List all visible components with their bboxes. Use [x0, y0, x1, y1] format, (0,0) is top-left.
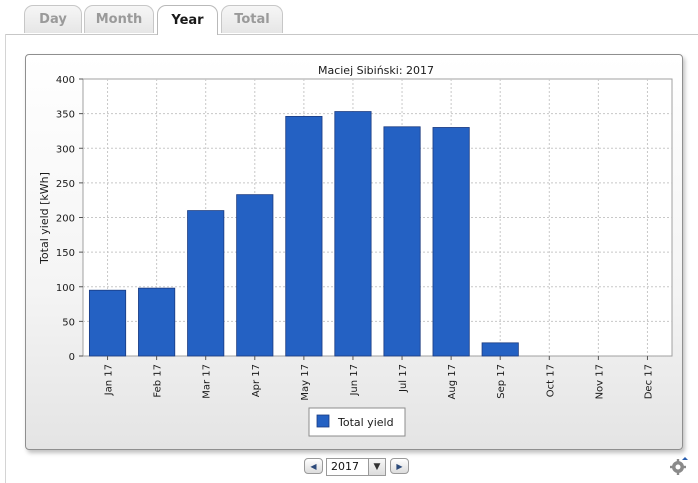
tab-day[interactable]: Day	[24, 5, 82, 33]
legend-swatch	[316, 414, 330, 428]
arrow-left-icon: ◀	[310, 461, 317, 471]
content-border	[5, 34, 6, 483]
y-tick-label: 250	[56, 179, 75, 190]
bar	[187, 210, 225, 357]
x-tick-label: Sep 17	[496, 364, 507, 399]
y-tick-label: 0	[69, 352, 75, 363]
tab-total[interactable]: Total	[221, 5, 283, 33]
yield-chart: Maciej Sibiński: 2017 Total yield [kWh] …	[38, 64, 673, 437]
x-tick-label: Nov 17	[594, 364, 605, 399]
x-tick-label: Feb 17	[153, 364, 164, 398]
bar	[138, 287, 176, 357]
y-tick-label: 300	[56, 144, 75, 155]
x-tick-label: Mar 17	[202, 364, 213, 399]
plot-area: 0 50 100 150 200 250 300 350 400 Jan 17 Feb 17 Mar …	[56, 75, 673, 401]
y-axis-label: Total yield [kWh]	[38, 172, 51, 265]
bar	[481, 342, 519, 357]
year-select-value: 2017	[331, 460, 359, 473]
y-tick-label: 50	[62, 317, 75, 328]
bar	[88, 289, 127, 357]
tab-year[interactable]: Year	[157, 5, 218, 35]
tab-month-label: Month	[95, 12, 143, 27]
chevron-down-icon[interactable]: ▼	[368, 459, 385, 475]
y-tick-label: 200	[56, 214, 75, 225]
arrow-right-icon: ▶	[396, 461, 403, 471]
chart-panel: Maciej Sibiński: 2017 Total yield [kWh] …	[25, 54, 683, 450]
x-tick-label: Apr 17	[251, 364, 262, 397]
plot-background	[82, 78, 673, 357]
x-tick-label: Jun 17	[349, 364, 360, 397]
bar	[285, 115, 323, 357]
x-tick-label: May 17	[300, 364, 311, 401]
gear-icon[interactable]	[668, 456, 688, 476]
next-year-button[interactable]: ▶	[390, 458, 409, 474]
previous-year-button[interactable]: ◀	[304, 458, 323, 474]
tab-year-label: Year	[171, 13, 204, 28]
legend: Total yield	[308, 407, 406, 437]
x-tick-label: Jul 17	[398, 364, 409, 393]
y-tick-label: 150	[56, 248, 75, 259]
y-tick-label: 100	[56, 283, 75, 294]
tab-total-label: Total	[234, 12, 270, 27]
tab-divider	[5, 34, 698, 35]
y-tick-label: 350	[56, 110, 75, 121]
x-tick-label: Dec 17	[643, 364, 654, 399]
x-tick-label: Jan 17	[104, 364, 115, 396]
bar	[236, 194, 274, 357]
bar	[383, 126, 421, 357]
y-tick-label: 400	[56, 75, 75, 86]
legend-label: Total yield	[337, 416, 394, 429]
x-tick-label: Oct 17	[545, 364, 556, 397]
tab-month[interactable]: Month	[84, 5, 154, 33]
year-select[interactable]: 2017 ▼	[326, 458, 386, 476]
bar	[432, 127, 470, 357]
chart-title: Maciej Sibiński: 2017	[318, 64, 434, 77]
bar	[334, 111, 372, 357]
x-tick-label: Aug 17	[447, 364, 458, 399]
tab-day-label: Day	[39, 12, 67, 27]
